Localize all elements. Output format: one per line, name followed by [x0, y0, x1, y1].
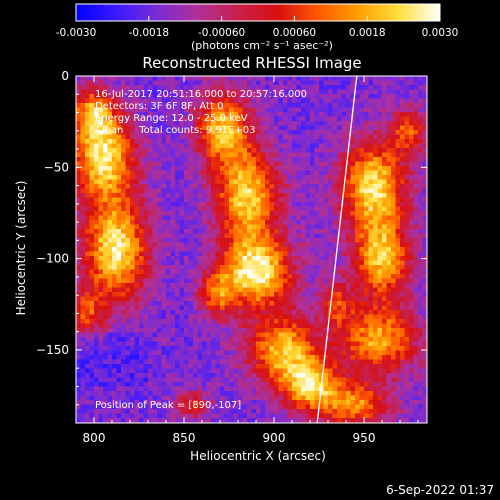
colorbar-tick-label: 0.0030 [422, 27, 459, 39]
colorbar-unit-label: (photons cm⁻² s⁻¹ asec⁻²) [191, 39, 333, 52]
x-axis-label: Heliocentric X (arcsec) [190, 449, 326, 463]
colorbar-tick-label: -0.00060 [198, 27, 245, 39]
info-line-time: 16-Jul-2017 20:51:16.000 to 20:57:16.000 [95, 89, 307, 100]
axis-ticks: 800 850 900 950 0 −50 −100 −150 [36, 69, 427, 445]
info-block: 16-Jul-2017 20:51:16.000 to 20:57:16.000… [95, 89, 307, 136]
colorbar-tick-label: -0.0030 [56, 27, 97, 39]
y-axis-label: Heliocentric Y (arcsec) [14, 181, 28, 316]
info-line-counts: Clean Total counts: 9.91E+03 [95, 125, 255, 136]
colorbar [75, 3, 441, 22]
y-tick-label: 0 [61, 69, 69, 83]
info-line-energy: Energy Range: 12.0 - 25.0 keV [95, 113, 248, 124]
x-tick-label: 950 [353, 431, 376, 445]
colorbar-tick-label: 0.00060 [273, 27, 316, 39]
x-tick-label: 850 [173, 431, 196, 445]
colorbar-ticks: -0.0030 -0.0018 -0.00060 0.00060 0.0018 0.003… [56, 16, 459, 39]
chart-title: Reconstructed RHESSI Image [142, 54, 361, 72]
plot-frame [75, 75, 428, 424]
colorbar-tick-label: -0.0018 [129, 27, 170, 39]
x-tick-label: 900 [263, 431, 286, 445]
solar-limb-line [316, 76, 358, 423]
colorbar-tick-label: 0.0018 [349, 27, 386, 39]
heatmap-image [76, 76, 427, 423]
x-tick-label: 800 [83, 431, 106, 445]
footer-date: 6-Sep-2022 01:37 [386, 483, 494, 497]
peak-label: Position of Peak = [890,-107] [95, 400, 241, 411]
y-tick-label: −150 [36, 343, 69, 357]
info-line-detectors: Detectors: 3F 6F 8F, Att 0 [95, 101, 223, 112]
y-tick-label: −100 [36, 252, 69, 266]
y-tick-label: −50 [44, 160, 69, 174]
